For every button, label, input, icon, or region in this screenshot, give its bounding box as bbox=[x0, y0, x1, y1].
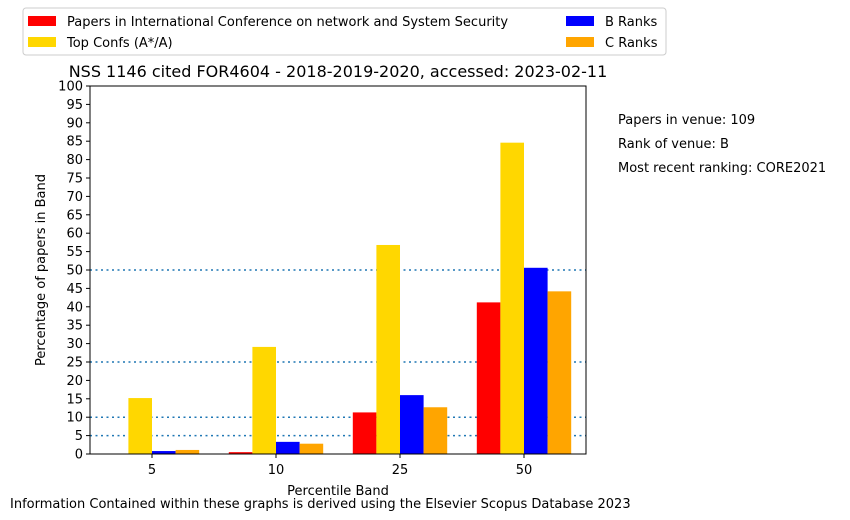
y-tick-label: 40 bbox=[66, 300, 83, 315]
y-tick-label: 65 bbox=[66, 208, 83, 223]
bar-10-series-3 bbox=[276, 441, 300, 454]
legend-swatch-series-2 bbox=[28, 37, 56, 47]
y-tick-label: 60 bbox=[66, 227, 83, 242]
legend-swatch-series-1 bbox=[28, 16, 56, 26]
y-tick-label: 100 bbox=[58, 80, 83, 95]
y-tick-label: 55 bbox=[66, 245, 83, 260]
bar-5-series-4 bbox=[175, 449, 200, 454]
y-tick-label: 90 bbox=[66, 116, 83, 131]
venue-info: Papers in venue: 109 Rank of venue: B Mo… bbox=[618, 113, 826, 176]
legend-label-series-1: Papers in International Conference on ne… bbox=[67, 15, 508, 30]
y-tick-label: 70 bbox=[66, 190, 83, 205]
legend-frame bbox=[22, 7, 667, 56]
legend-swatch-series-3 bbox=[566, 16, 594, 26]
legend-label-series-2: Top Confs (A*/A) bbox=[66, 36, 173, 51]
y-tick-label: 15 bbox=[66, 392, 83, 407]
bar-10-series-1 bbox=[228, 452, 253, 454]
x-tick-label: 50 bbox=[516, 463, 533, 478]
y-tick-label: 85 bbox=[66, 135, 83, 150]
y-tick-label: 50 bbox=[66, 264, 83, 279]
y-tick-label: 20 bbox=[66, 374, 83, 389]
legend-label-series-4: C Ranks bbox=[605, 36, 658, 51]
y-tick-label: 0 bbox=[75, 448, 83, 463]
bars bbox=[128, 142, 572, 454]
bar-5-series-3 bbox=[152, 451, 176, 454]
bar-25-series-4 bbox=[423, 407, 448, 454]
y-tick-label: 10 bbox=[66, 411, 83, 426]
bar-25-series-2 bbox=[376, 244, 400, 454]
bar-5-series-2 bbox=[128, 398, 152, 454]
x-axis-label: Percentile Band bbox=[287, 484, 389, 499]
bar-50-series-1 bbox=[476, 302, 501, 454]
bar-50-series-3 bbox=[524, 267, 548, 454]
chart-title: NSS 1146 cited FOR4604 - 2018-2019-2020,… bbox=[69, 62, 608, 81]
x-tick-label: 25 bbox=[392, 463, 409, 478]
y-tick-label: 80 bbox=[66, 153, 83, 168]
x-axis-ticks: 5 10 25 50 bbox=[148, 454, 532, 478]
y-tick-label: 5 bbox=[75, 429, 83, 444]
source-footnote: Information Contained within these graph… bbox=[10, 497, 631, 512]
rank-of-venue-text: Rank of venue: B bbox=[618, 137, 729, 152]
bar-50-series-4 bbox=[547, 291, 572, 454]
y-axis-ticks: 0 5 10 15 20 25 30 35 40 45 50 55 60 65 70 75 80 85 90 95 10… bbox=[58, 80, 90, 463]
legend: Papers in International Conference on ne… bbox=[22, 7, 667, 56]
y-tick-label: 35 bbox=[66, 319, 83, 334]
y-tick-label: 95 bbox=[66, 98, 83, 113]
bar-10-series-4 bbox=[299, 443, 324, 454]
legend-label-series-3: B Ranks bbox=[605, 15, 658, 30]
x-tick-label: 10 bbox=[268, 463, 285, 478]
legend-swatch-series-4 bbox=[566, 37, 594, 47]
y-tick-label: 25 bbox=[66, 356, 83, 371]
recent-ranking-text: Most recent ranking: CORE2021 bbox=[618, 161, 826, 176]
y-tick-label: 45 bbox=[66, 282, 83, 297]
y-tick-label: 30 bbox=[66, 337, 83, 352]
bar-10-series-2 bbox=[252, 346, 276, 454]
papers-in-venue-text: Papers in venue: 109 bbox=[618, 113, 755, 128]
x-tick-label: 5 bbox=[148, 463, 156, 478]
bar-50-series-2 bbox=[500, 142, 524, 454]
y-tick-label: 75 bbox=[66, 172, 83, 187]
bar-25-series-1 bbox=[352, 412, 377, 454]
bar-25-series-3 bbox=[400, 395, 424, 454]
y-axis-label: Percentage of papers in Band bbox=[34, 174, 49, 366]
